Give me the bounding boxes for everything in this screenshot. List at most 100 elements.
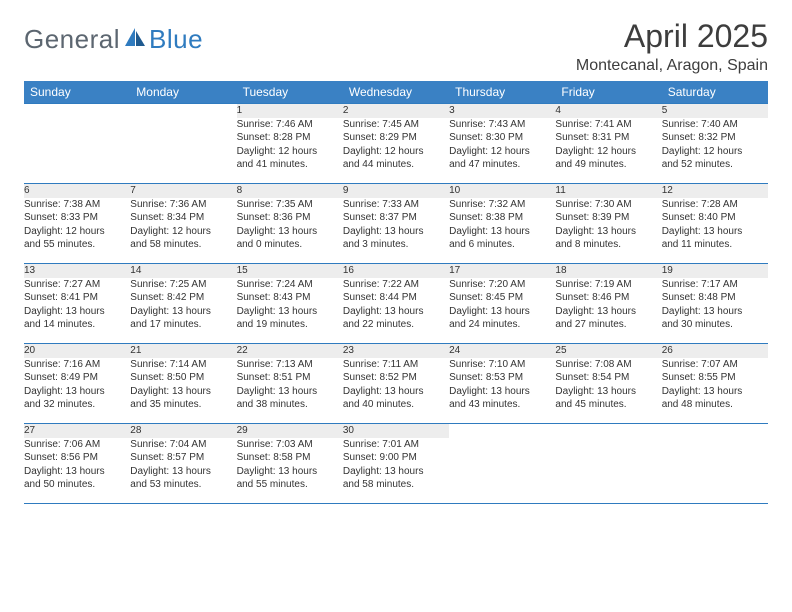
- day-day1: Daylight: 13 hours: [555, 305, 661, 319]
- day-sunrise: Sunrise: 7:08 AM: [555, 358, 661, 372]
- day-sunset: Sunset: 8:52 PM: [343, 371, 449, 385]
- day-sunrise: Sunrise: 7:13 AM: [237, 358, 343, 372]
- day-content-cell: [555, 438, 661, 504]
- day-sunset: Sunset: 8:42 PM: [130, 291, 236, 305]
- day-day2: and 8 minutes.: [555, 238, 661, 252]
- day-day2: and 40 minutes.: [343, 398, 449, 412]
- day-day2: and 17 minutes.: [130, 318, 236, 332]
- day-sunset: Sunset: 8:33 PM: [24, 211, 130, 225]
- day-sunrise: Sunrise: 7:41 AM: [555, 118, 661, 132]
- day-day1: Daylight: 12 hours: [343, 145, 449, 159]
- day-sunrise: Sunrise: 7:03 AM: [237, 438, 343, 452]
- day-content-cell: Sunrise: 7:35 AMSunset: 8:36 PMDaylight:…: [237, 198, 343, 264]
- day-sunset: Sunset: 8:53 PM: [449, 371, 555, 385]
- day-day1: Daylight: 13 hours: [555, 385, 661, 399]
- day-number-cell: 23: [343, 344, 449, 358]
- day-day1: Daylight: 13 hours: [24, 305, 130, 319]
- day-content-cell: Sunrise: 7:24 AMSunset: 8:43 PMDaylight:…: [237, 278, 343, 344]
- day-day1: Daylight: 13 hours: [24, 385, 130, 399]
- day-number-cell: 13: [24, 264, 130, 278]
- day-day2: and 41 minutes.: [237, 158, 343, 172]
- day-day2: and 52 minutes.: [662, 158, 768, 172]
- day-day2: and 30 minutes.: [662, 318, 768, 332]
- day-content-cell: Sunrise: 7:43 AMSunset: 8:30 PMDaylight:…: [449, 118, 555, 184]
- day-day2: and 19 minutes.: [237, 318, 343, 332]
- day-content-cell: Sunrise: 7:40 AMSunset: 8:32 PMDaylight:…: [662, 118, 768, 184]
- day-sunset: Sunset: 8:36 PM: [237, 211, 343, 225]
- day-number-cell: 6: [24, 184, 130, 198]
- day-day1: Daylight: 13 hours: [237, 225, 343, 239]
- day-sunset: Sunset: 8:37 PM: [343, 211, 449, 225]
- day-day1: Daylight: 13 hours: [449, 385, 555, 399]
- day-number-cell: [24, 104, 130, 118]
- day-day2: and 38 minutes.: [237, 398, 343, 412]
- day-number-row: 6789101112: [24, 184, 768, 198]
- day-sunset: Sunset: 8:32 PM: [662, 131, 768, 145]
- day-number-cell: 1: [237, 104, 343, 118]
- day-content-cell: Sunrise: 7:25 AMSunset: 8:42 PMDaylight:…: [130, 278, 236, 344]
- day-content-cell: Sunrise: 7:28 AMSunset: 8:40 PMDaylight:…: [662, 198, 768, 264]
- day-day2: and 45 minutes.: [555, 398, 661, 412]
- day-day1: Daylight: 12 hours: [237, 145, 343, 159]
- day-sunset: Sunset: 8:58 PM: [237, 451, 343, 465]
- day-sunrise: Sunrise: 7:46 AM: [237, 118, 343, 132]
- day-sunrise: Sunrise: 7:40 AM: [662, 118, 768, 132]
- day-content-cell: Sunrise: 7:19 AMSunset: 8:46 PMDaylight:…: [555, 278, 661, 344]
- day-day2: and 35 minutes.: [130, 398, 236, 412]
- day-day2: and 58 minutes.: [130, 238, 236, 252]
- weekday-header: Friday: [555, 81, 661, 104]
- day-content-row: Sunrise: 7:46 AMSunset: 8:28 PMDaylight:…: [24, 118, 768, 184]
- day-number-cell: 22: [237, 344, 343, 358]
- day-sunset: Sunset: 8:54 PM: [555, 371, 661, 385]
- day-day2: and 43 minutes.: [449, 398, 555, 412]
- weekday-header: Monday: [130, 81, 236, 104]
- day-sunset: Sunset: 8:38 PM: [449, 211, 555, 225]
- day-day1: Daylight: 13 hours: [343, 305, 449, 319]
- day-content-cell: Sunrise: 7:04 AMSunset: 8:57 PMDaylight:…: [130, 438, 236, 504]
- day-number-cell: 16: [343, 264, 449, 278]
- day-sunrise: Sunrise: 7:07 AM: [662, 358, 768, 372]
- day-day1: Daylight: 13 hours: [237, 305, 343, 319]
- day-sunset: Sunset: 8:43 PM: [237, 291, 343, 305]
- day-sunset: Sunset: 8:49 PM: [24, 371, 130, 385]
- day-day2: and 6 minutes.: [449, 238, 555, 252]
- day-number-cell: 26: [662, 344, 768, 358]
- day-day2: and 55 minutes.: [24, 238, 130, 252]
- day-day2: and 3 minutes.: [343, 238, 449, 252]
- day-number-cell: 10: [449, 184, 555, 198]
- day-content-cell: Sunrise: 7:01 AMSunset: 9:00 PMDaylight:…: [343, 438, 449, 504]
- day-sunset: Sunset: 8:31 PM: [555, 131, 661, 145]
- day-sunset: Sunset: 8:34 PM: [130, 211, 236, 225]
- day-day2: and 22 minutes.: [343, 318, 449, 332]
- weekday-header: Thursday: [449, 81, 555, 104]
- day-day2: and 49 minutes.: [555, 158, 661, 172]
- day-sunrise: Sunrise: 7:10 AM: [449, 358, 555, 372]
- day-day2: and 14 minutes.: [24, 318, 130, 332]
- day-day2: and 55 minutes.: [237, 478, 343, 492]
- day-sunrise: Sunrise: 7:25 AM: [130, 278, 236, 292]
- day-sunrise: Sunrise: 7:32 AM: [449, 198, 555, 212]
- day-day1: Daylight: 13 hours: [130, 385, 236, 399]
- day-content-cell: Sunrise: 7:17 AMSunset: 8:48 PMDaylight:…: [662, 278, 768, 344]
- calendar-table: Sunday Monday Tuesday Wednesday Thursday…: [24, 81, 768, 504]
- day-number-cell: 30: [343, 424, 449, 438]
- day-day1: Daylight: 13 hours: [237, 465, 343, 479]
- day-number-cell: 4: [555, 104, 661, 118]
- day-content-cell: [130, 118, 236, 184]
- day-number-row: 13141516171819: [24, 264, 768, 278]
- day-number-cell: 7: [130, 184, 236, 198]
- day-day1: Daylight: 13 hours: [449, 305, 555, 319]
- day-sunrise: Sunrise: 7:01 AM: [343, 438, 449, 452]
- day-content-cell: Sunrise: 7:22 AMSunset: 8:44 PMDaylight:…: [343, 278, 449, 344]
- day-number-row: 27282930: [24, 424, 768, 438]
- day-number-cell: 19: [662, 264, 768, 278]
- day-sunrise: Sunrise: 7:28 AM: [662, 198, 768, 212]
- day-content-cell: Sunrise: 7:03 AMSunset: 8:58 PMDaylight:…: [237, 438, 343, 504]
- day-content-cell: Sunrise: 7:08 AMSunset: 8:54 PMDaylight:…: [555, 358, 661, 424]
- day-sunrise: Sunrise: 7:17 AM: [662, 278, 768, 292]
- day-number-cell: 28: [130, 424, 236, 438]
- day-sunset: Sunset: 8:40 PM: [662, 211, 768, 225]
- logo: General Blue: [24, 18, 203, 55]
- day-sunrise: Sunrise: 7:30 AM: [555, 198, 661, 212]
- day-number-cell: 25: [555, 344, 661, 358]
